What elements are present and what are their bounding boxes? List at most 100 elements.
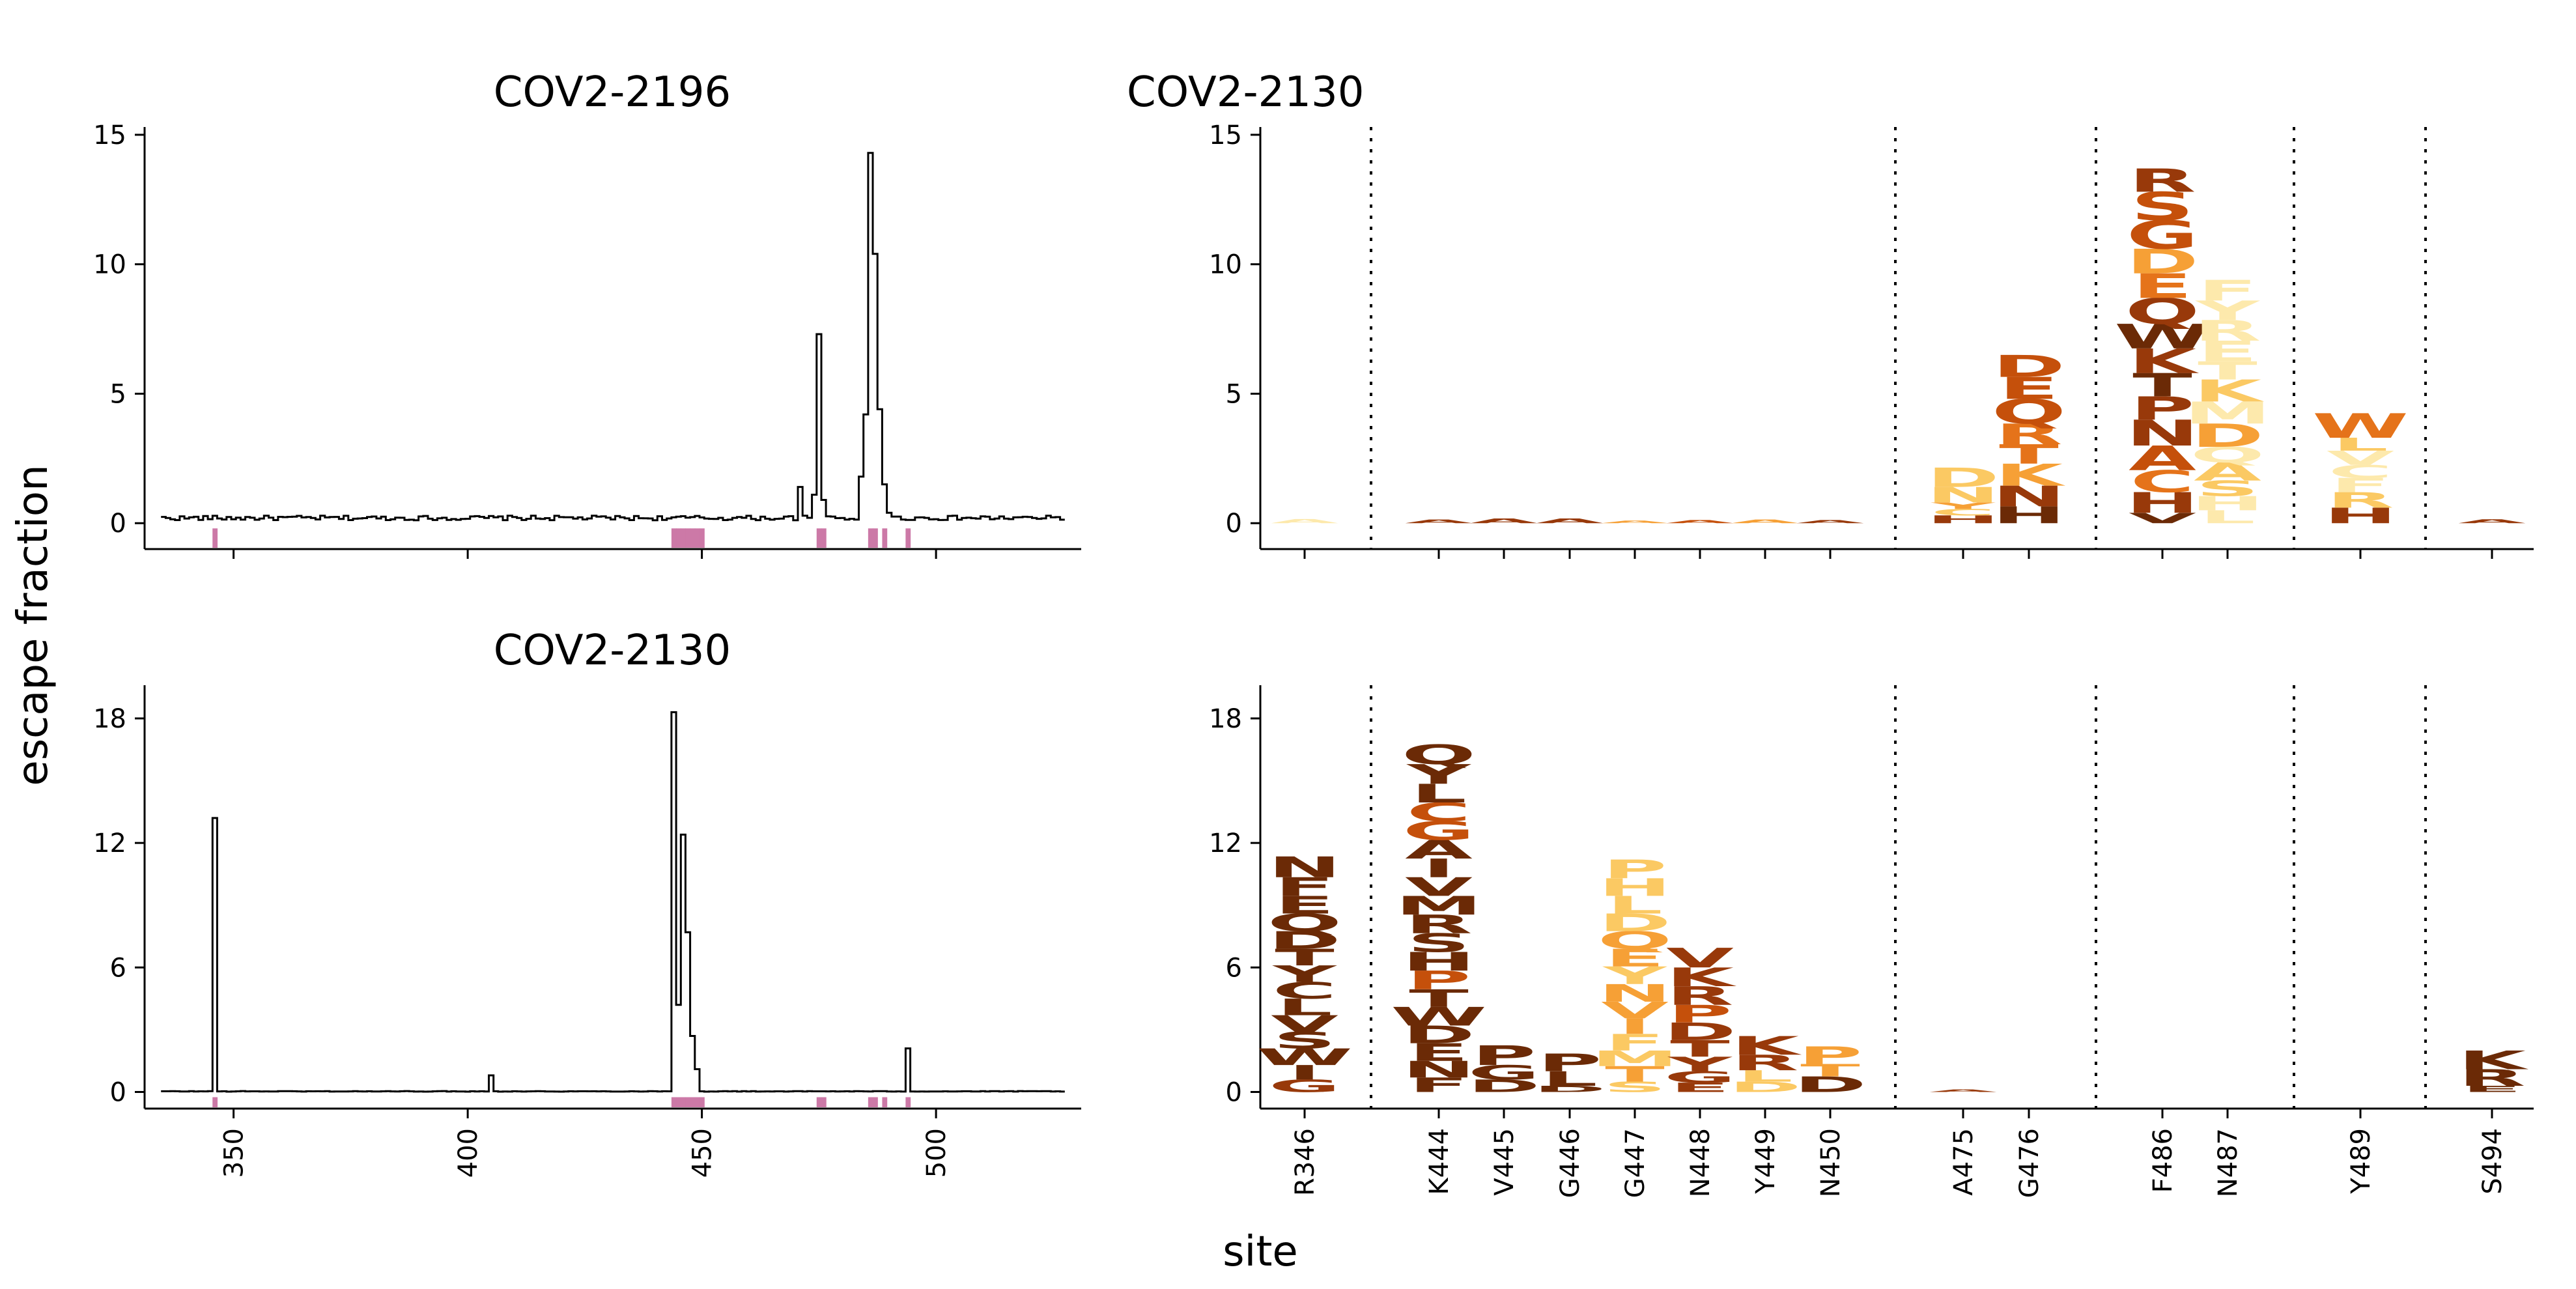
y-tick-label: 5	[1226, 379, 1242, 409]
site-marker	[671, 1097, 677, 1107]
logo-letter: A	[1731, 518, 1799, 524]
logo-letter: S	[1408, 928, 1471, 958]
logo-letter: C	[1931, 507, 1996, 518]
logo-letter: R	[1405, 910, 1472, 940]
logo-panel-bottom: 0 6 12 18 R346 K444 V445 G446 G447 N448 Y449 N450 A4…	[1209, 685, 2534, 1198]
y-tick-label: 0	[1226, 509, 1242, 539]
logo-letter: D	[2126, 242, 2198, 281]
logo-letter: D	[1598, 909, 1671, 937]
logo-letter: P	[2130, 390, 2194, 427]
logo-letter: L	[1411, 779, 1467, 809]
logo-letter: G	[1403, 816, 1475, 846]
x-tick-label: 400	[453, 1128, 483, 1178]
site-marker	[685, 1097, 691, 1107]
logo-letter: D	[1268, 927, 1340, 955]
logo-letter: T	[1999, 439, 2059, 470]
logo-letter: S	[2196, 476, 2259, 501]
site-marker	[700, 528, 705, 548]
logo-letter: E	[2132, 267, 2192, 306]
logo-letter: N	[2126, 413, 2199, 454]
logo-letter: N	[1927, 483, 2000, 507]
y-tick-label: 10	[1209, 250, 1242, 280]
logo-letter: T	[2132, 367, 2192, 404]
y-tick-label: 18	[1209, 704, 1242, 734]
logo-letter: G	[1664, 1068, 1736, 1086]
logo-letter: A	[1470, 517, 1538, 524]
site-marker	[676, 528, 681, 548]
logo-letter: A	[1796, 519, 1865, 524]
logo-letter: R	[1731, 1051, 1798, 1075]
logo-letter: V	[1405, 872, 1473, 902]
logo-letter: E	[2462, 1084, 2522, 1094]
site-marker	[873, 528, 878, 548]
logo-letter: H	[2324, 503, 2397, 528]
logo-letter: D	[1467, 1076, 1540, 1096]
logo-letter: H	[1992, 502, 2065, 529]
logo-letter: H	[1402, 947, 1475, 977]
site-marker	[694, 1097, 700, 1107]
logo-letter: K	[2458, 1045, 2529, 1075]
logo-letter: A	[1666, 519, 1734, 524]
site-marker	[821, 1097, 827, 1107]
site-marker	[905, 528, 911, 548]
escape-trace	[161, 711, 1065, 1093]
site-marker	[821, 528, 827, 548]
escape-trace	[161, 152, 1065, 522]
logo-letter: P	[1603, 855, 1667, 885]
y-tick-label: 10	[93, 250, 126, 280]
logo-letter: M	[1395, 891, 1482, 921]
x-axis-label: site	[1223, 1228, 1298, 1276]
logo-letter: A	[2194, 458, 2261, 487]
logo-letter: P	[1668, 1000, 1732, 1028]
logo-letter: D	[1794, 1072, 1866, 1097]
site-marker	[700, 1097, 705, 1107]
logo-letter: F	[2198, 274, 2258, 307]
site-label: Y449	[1751, 1128, 1781, 1195]
logo-letter: R	[1995, 418, 2062, 451]
panel-title: COV2-2130	[1127, 68, 1364, 117]
logo-letter: W	[1391, 1002, 1487, 1032]
logo-letter: D	[1927, 462, 1999, 493]
logo-letter: A	[1929, 1089, 1998, 1093]
logo-letter: Y	[1602, 962, 1668, 990]
logo-letter: R	[2129, 162, 2196, 199]
logo-letter: T	[1605, 1062, 1665, 1086]
logo-letter: I	[1422, 854, 1455, 884]
logo-letter: L	[2200, 507, 2256, 528]
site-marker	[816, 528, 822, 548]
logo-letter: A	[2129, 439, 2196, 478]
x-tick-label: 450	[688, 1128, 718, 1178]
logo-letter: A	[2458, 518, 2526, 524]
logo-letter: E	[1670, 1080, 1730, 1095]
site-marker	[868, 1097, 873, 1107]
logo-letter: K	[1995, 458, 2065, 493]
site-label: N450	[1816, 1128, 1846, 1197]
logo-letter: P	[1472, 1040, 1536, 1071]
logo-letter: K	[1731, 1031, 1802, 1061]
logo-letter: R	[2458, 1065, 2525, 1092]
site-label: N487	[2213, 1128, 2243, 1197]
y-tick-label: 6	[110, 953, 126, 983]
logo-letter: P	[1407, 966, 1471, 996]
site-marker	[882, 528, 888, 548]
logo-letter: W	[1256, 1044, 1353, 1071]
logo-letter: F	[1275, 872, 1335, 902]
logo-letter: E	[1999, 371, 2059, 406]
site-marker	[873, 1097, 878, 1107]
panel-title: COV2-2130	[494, 627, 731, 675]
logo-letter: E	[1605, 944, 1665, 972]
logo-letter: M	[2184, 395, 2271, 431]
logo-letter: T	[1800, 1060, 1860, 1081]
logo-letter: D	[1729, 1079, 1801, 1095]
logo-letter: C	[1407, 798, 1471, 828]
site-label: N448	[1686, 1128, 1716, 1197]
site-label: A475	[1949, 1128, 1979, 1196]
logo-letter: T	[1275, 944, 1335, 971]
logo-letter: A	[1536, 517, 1604, 524]
site-marker	[212, 528, 218, 548]
logo-letter: V	[1601, 997, 1669, 1024]
logo-letter: Y	[1272, 961, 1337, 988]
site-label: R346	[1290, 1128, 1320, 1196]
line-panel-bottom: 0 6 12 18 COV2-2130 350 400 450 500	[93, 627, 1081, 1178]
